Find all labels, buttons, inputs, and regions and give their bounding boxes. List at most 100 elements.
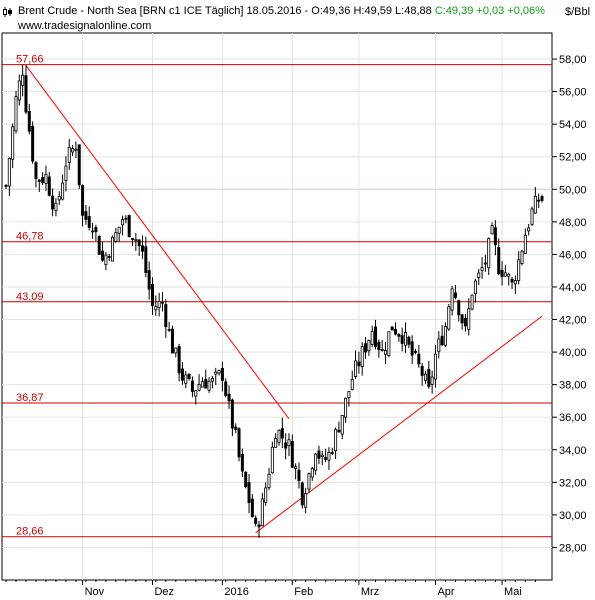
y-tick-label: 34,00	[559, 445, 587, 457]
y-tick-label: 50,00	[559, 184, 587, 196]
candle-body	[473, 280, 477, 295]
candle-body	[410, 341, 414, 356]
candle-body	[61, 182, 65, 200]
candle-body	[177, 346, 181, 374]
candle-body	[507, 273, 511, 277]
candle-body	[480, 267, 484, 271]
candle-body	[297, 469, 301, 481]
y-tick-label: 32,00	[559, 477, 587, 489]
candle-body	[257, 524, 261, 528]
y-tick-label: 58,00	[559, 54, 587, 66]
candle-body	[127, 215, 131, 238]
candle-body	[184, 374, 188, 384]
candle-body	[483, 262, 487, 265]
candle-body	[111, 236, 115, 262]
candle-body	[400, 335, 404, 344]
candle-body	[500, 269, 504, 277]
candle-body	[41, 177, 45, 183]
candle-body	[530, 208, 534, 225]
level-label: 43,09	[16, 291, 44, 303]
candle-body	[144, 246, 148, 273]
candle-body	[24, 75, 28, 113]
candle-body	[350, 379, 354, 390]
candle-body	[207, 380, 211, 391]
candle-body	[267, 473, 271, 489]
candle-body	[77, 144, 81, 186]
candle-body	[180, 368, 184, 381]
candle-body	[327, 451, 331, 461]
candle-body	[227, 393, 231, 402]
candle-body	[11, 126, 15, 160]
y-tick-label: 38,00	[559, 380, 587, 392]
candle-body	[413, 350, 417, 353]
candles	[4, 64, 544, 539]
candle-body	[214, 371, 218, 375]
plot-frame	[1, 32, 553, 581]
candle-body	[523, 234, 527, 254]
candle-body	[537, 199, 541, 202]
x-tick-label: Mai	[504, 586, 522, 598]
candle-body	[101, 250, 105, 261]
candle-body	[51, 195, 55, 210]
candle-body	[134, 238, 138, 241]
x-tick-label: 2016	[224, 586, 248, 598]
candle-body	[117, 226, 121, 234]
candle-body	[307, 473, 311, 490]
y-tick-label: 36,00	[559, 412, 587, 424]
candle-body	[187, 373, 191, 379]
candle-body	[31, 126, 35, 162]
candle-body	[91, 230, 95, 233]
candle-body	[190, 380, 194, 392]
x-tick-label: Dez	[154, 586, 174, 598]
candle-body	[260, 498, 264, 527]
candle-body	[21, 74, 25, 86]
level-label: 28,66	[16, 526, 44, 538]
chart-type-icon	[3, 7, 12, 17]
candle-body	[344, 397, 348, 418]
candle-body	[407, 336, 411, 345]
level-label: 46,78	[16, 231, 44, 243]
candle-body	[390, 326, 394, 331]
candle-body	[264, 487, 268, 503]
candle-body	[447, 306, 451, 330]
candle-body	[140, 245, 144, 252]
trend-line	[25, 65, 290, 420]
x-tick-label: Nov	[85, 586, 105, 598]
candle-body	[337, 429, 341, 433]
candle-body	[450, 288, 454, 311]
trend-line	[255, 315, 543, 534]
candle-body	[131, 238, 135, 240]
candle-body	[387, 331, 391, 356]
candle-body	[347, 391, 351, 399]
candle-body	[234, 426, 238, 430]
y-tick-label: 30,00	[559, 510, 587, 522]
candle-body	[107, 256, 111, 258]
candle-body	[430, 376, 434, 385]
candle-body	[47, 176, 51, 196]
candle-body	[157, 300, 161, 309]
candle-body	[270, 446, 274, 474]
candle-body	[503, 272, 507, 277]
candle-body	[457, 300, 461, 316]
candle-body	[437, 338, 441, 353]
candle-body	[360, 346, 364, 367]
candle-body	[37, 179, 41, 182]
candle-body	[394, 329, 398, 335]
candle-body	[54, 202, 58, 212]
y-tick-label: 48,00	[559, 217, 587, 229]
candle-body	[254, 517, 258, 524]
candle-body	[324, 457, 328, 460]
x-axis: Nov Dez 2016 Feb Mrz Apr Mai	[5, 580, 536, 598]
candle-body	[17, 80, 21, 101]
candle-body	[370, 331, 374, 345]
candle-body	[397, 333, 401, 337]
y-tick-label: 56,00	[559, 87, 587, 99]
candle-body	[44, 173, 48, 184]
candle-body	[540, 196, 544, 201]
candle-body	[274, 437, 278, 448]
candle-body	[164, 304, 168, 328]
candle-body	[74, 148, 78, 151]
candle-body	[290, 441, 294, 468]
candle-body	[160, 301, 164, 304]
